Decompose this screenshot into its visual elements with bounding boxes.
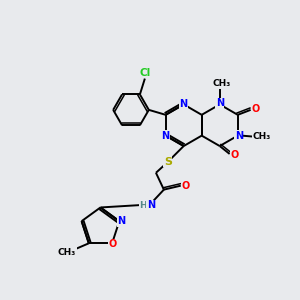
Text: N: N bbox=[147, 200, 155, 211]
Text: Cl: Cl bbox=[139, 68, 151, 78]
Text: H: H bbox=[139, 201, 147, 210]
Text: O: O bbox=[182, 181, 190, 191]
Text: CH₃: CH₃ bbox=[213, 79, 231, 88]
Text: CH₃: CH₃ bbox=[58, 248, 76, 257]
Text: N: N bbox=[235, 130, 243, 141]
Text: CH₃: CH₃ bbox=[252, 132, 271, 141]
Text: N: N bbox=[117, 216, 125, 226]
Text: N: N bbox=[162, 130, 170, 141]
Text: N: N bbox=[180, 99, 188, 110]
Text: O: O bbox=[109, 239, 117, 249]
Text: N: N bbox=[216, 98, 224, 108]
Text: O: O bbox=[230, 150, 239, 160]
Text: O: O bbox=[251, 104, 260, 114]
Text: S: S bbox=[164, 157, 172, 167]
